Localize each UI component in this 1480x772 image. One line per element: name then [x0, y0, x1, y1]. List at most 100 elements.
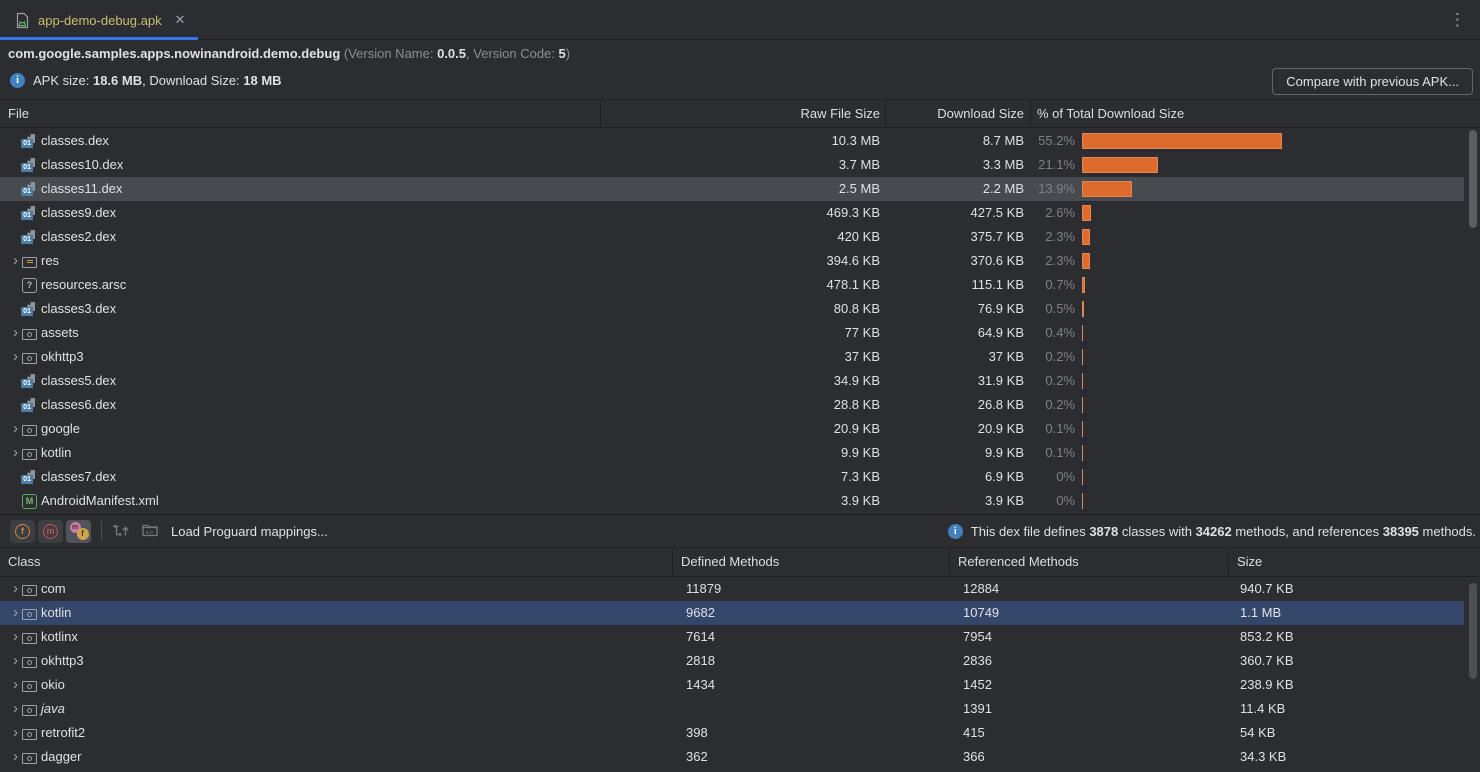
- column-divider[interactable]: [1030, 101, 1031, 126]
- chevron-icon[interactable]: ›: [13, 628, 18, 645]
- chevron-icon[interactable]: ›: [13, 700, 18, 717]
- class-name-cell: › kotlin: [0, 601, 71, 625]
- info-icon: i: [10, 72, 25, 88]
- folder-file-icon: [21, 445, 37, 461]
- load-proguard-mappings-icon[interactable]: a.b: [138, 519, 162, 543]
- pct-of-total: 0.7%: [1045, 277, 1075, 292]
- file-name: classes2.dex: [41, 229, 117, 244]
- compare-with-previous-apk-button[interactable]: Compare with previous APK...: [1272, 68, 1473, 95]
- class-table-row[interactable]: › dagger 362 366 34.3 KB: [0, 745, 1480, 769]
- file-name-cell: classes2.dex: [0, 225, 116, 249]
- chevron-icon[interactable]: ›: [13, 252, 18, 269]
- chevron-icon[interactable]: ›: [13, 748, 18, 765]
- package-folder-icon: [21, 581, 37, 597]
- column-header-file[interactable]: File: [8, 106, 29, 121]
- file-name-cell: classes.dex: [0, 129, 109, 153]
- version-suffix: ): [565, 46, 571, 61]
- chevron-icon[interactable]: ›: [13, 348, 18, 365]
- chevron-icon[interactable]: ›: [13, 420, 18, 437]
- class-table-row[interactable]: › com 11879 12884 940.7 KB: [0, 577, 1480, 601]
- file-name-cell: AndroidManifest.xml: [0, 489, 159, 513]
- file-name-cell: classes11.dex: [0, 177, 122, 201]
- tab-label: app-demo-debug.apk: [38, 12, 162, 28]
- class-table-row[interactable]: › retrofit2 398 415 54 KB: [0, 721, 1480, 745]
- tab-apk-file[interactable]: app-demo-debug.apk ✕: [0, 0, 198, 40]
- class-table-row[interactable]: › java 1391 11.4 KB: [0, 697, 1480, 721]
- file-table-row[interactable]: › kotlin 9.9 KB 9.9 KB 0.1%: [0, 441, 1480, 465]
- column-header-class[interactable]: Class: [8, 554, 41, 569]
- show-all-members-filter-button[interactable]: m f: [66, 519, 91, 543]
- file-table-row[interactable]: classes5.dex 34.9 KB 31.9 KB 0.2%: [0, 369, 1480, 393]
- file-table-row[interactable]: classes7.dex 7.3 KB 6.9 KB 0%: [0, 465, 1480, 489]
- class-table-scrollbar[interactable]: [1469, 583, 1477, 679]
- file-name-cell: › okhttp3: [0, 345, 84, 369]
- package-folder-icon: [21, 605, 37, 621]
- column-header-download-size[interactable]: Download Size: [937, 106, 1024, 121]
- package-folder-icon: [21, 725, 37, 741]
- referenced-methods: 12884: [963, 581, 1000, 596]
- chevron-icon[interactable]: ›: [13, 652, 18, 669]
- column-header-referenced-methods[interactable]: Referenced Methods: [958, 554, 1079, 569]
- download-size: 6.9 KB: [984, 469, 1024, 484]
- file-table-row[interactable]: classes6.dex 28.8 KB 26.8 KB 0.2%: [0, 393, 1480, 417]
- download-size: 9.9 KB: [984, 445, 1024, 460]
- file-name: resources.arsc: [41, 277, 127, 292]
- package-size: 940.7 KB: [1240, 581, 1294, 596]
- chevron-icon[interactable]: ›: [13, 676, 18, 693]
- pct-bar: [1082, 349, 1083, 365]
- load-proguard-mappings-label[interactable]: Load Proguard mappings...: [171, 523, 328, 539]
- chevron-icon[interactable]: ›: [13, 580, 18, 597]
- raw-file-size: 2.5 MB: [838, 181, 880, 196]
- file-table-row[interactable]: classes10.dex 3.7 MB 3.3 MB 21.1%: [0, 153, 1480, 177]
- chevron-icon[interactable]: ›: [13, 444, 18, 461]
- column-header-pct-of-total[interactable]: % of Total Download Size: [1037, 106, 1185, 121]
- pct-bar: [1082, 229, 1090, 245]
- column-divider[interactable]: [949, 549, 950, 575]
- referenced-methods: 1452: [963, 677, 992, 692]
- file-name: classes3.dex: [41, 301, 117, 316]
- pct-of-total: 0.2%: [1045, 373, 1075, 388]
- close-tab-icon[interactable]: ✕: [174, 12, 186, 27]
- file-table-row[interactable]: › res 394.6 KB 370.6 KB 2.3%: [0, 249, 1480, 273]
- dex-file-icon: [21, 181, 37, 197]
- pct-bar: [1082, 301, 1084, 317]
- file-table-row[interactable]: classes3.dex 80.8 KB 76.9 KB 0.5%: [0, 297, 1480, 321]
- file-table-row[interactable]: AndroidManifest.xml 3.9 KB 3.9 KB 0%: [0, 489, 1480, 513]
- file-table-row[interactable]: classes.dex 10.3 MB 8.7 MB 55.2%: [0, 129, 1480, 153]
- column-divider[interactable]: [672, 549, 673, 575]
- column-divider[interactable]: [885, 101, 886, 126]
- file-table-row[interactable]: › okhttp3 37 KB 37 KB 0.2%: [0, 345, 1480, 369]
- column-header-defined-methods[interactable]: Defined Methods: [681, 554, 780, 569]
- defined-methods: 398: [686, 725, 708, 740]
- file-name: classes10.dex: [41, 157, 124, 172]
- class-table-row[interactable]: › kotlin 9682 10749 1.1 MB: [0, 601, 1464, 625]
- file-table-row[interactable]: › assets 77 KB 64.9 KB 0.4%: [0, 321, 1480, 345]
- more-options-icon[interactable]: ⋮: [1449, 10, 1466, 29]
- pct-bar: [1082, 157, 1158, 173]
- column-divider[interactable]: [600, 101, 601, 126]
- raw-file-size: 80.8 KB: [833, 301, 880, 316]
- column-divider[interactable]: [1228, 549, 1229, 575]
- expand-tree-icon[interactable]: [109, 519, 133, 543]
- class-table-row[interactable]: › kotlinx 7614 7954 853.2 KB: [0, 625, 1480, 649]
- show-fields-filter-button[interactable]: f: [10, 519, 35, 543]
- package-folder-icon: [21, 701, 37, 717]
- chevron-icon[interactable]: ›: [13, 724, 18, 741]
- class-name-cell: › dagger: [0, 745, 81, 769]
- file-table-row[interactable]: › google 20.9 KB 20.9 KB 0.1%: [0, 417, 1480, 441]
- raw-file-size: 28.8 KB: [833, 397, 880, 412]
- chevron-icon[interactable]: ›: [13, 324, 18, 341]
- file-table-scrollbar[interactable]: [1469, 130, 1477, 228]
- file-table-row[interactable]: classes9.dex 469.3 KB 427.5 KB 2.6%: [0, 201, 1480, 225]
- defined-methods: 11879: [686, 581, 722, 596]
- folder-file-icon: [21, 349, 37, 365]
- file-table-row[interactable]: classes2.dex 420 KB 375.7 KB 2.3%: [0, 225, 1480, 249]
- column-header-raw-file-size[interactable]: Raw File Size: [800, 106, 880, 121]
- class-table-row[interactable]: › okhttp3 2818 2836 360.7 KB: [0, 649, 1480, 673]
- column-header-size[interactable]: Size: [1237, 554, 1263, 569]
- chevron-icon[interactable]: ›: [13, 604, 18, 621]
- file-table-row[interactable]: classes11.dex 2.5 MB 2.2 MB 13.9%: [0, 177, 1464, 201]
- class-table-row[interactable]: › okio 1434 1452 238.9 KB: [0, 673, 1480, 697]
- show-methods-filter-button[interactable]: m: [38, 519, 63, 543]
- file-table-row[interactable]: resources.arsc 478.1 KB 115.1 KB 0.7%: [0, 273, 1480, 297]
